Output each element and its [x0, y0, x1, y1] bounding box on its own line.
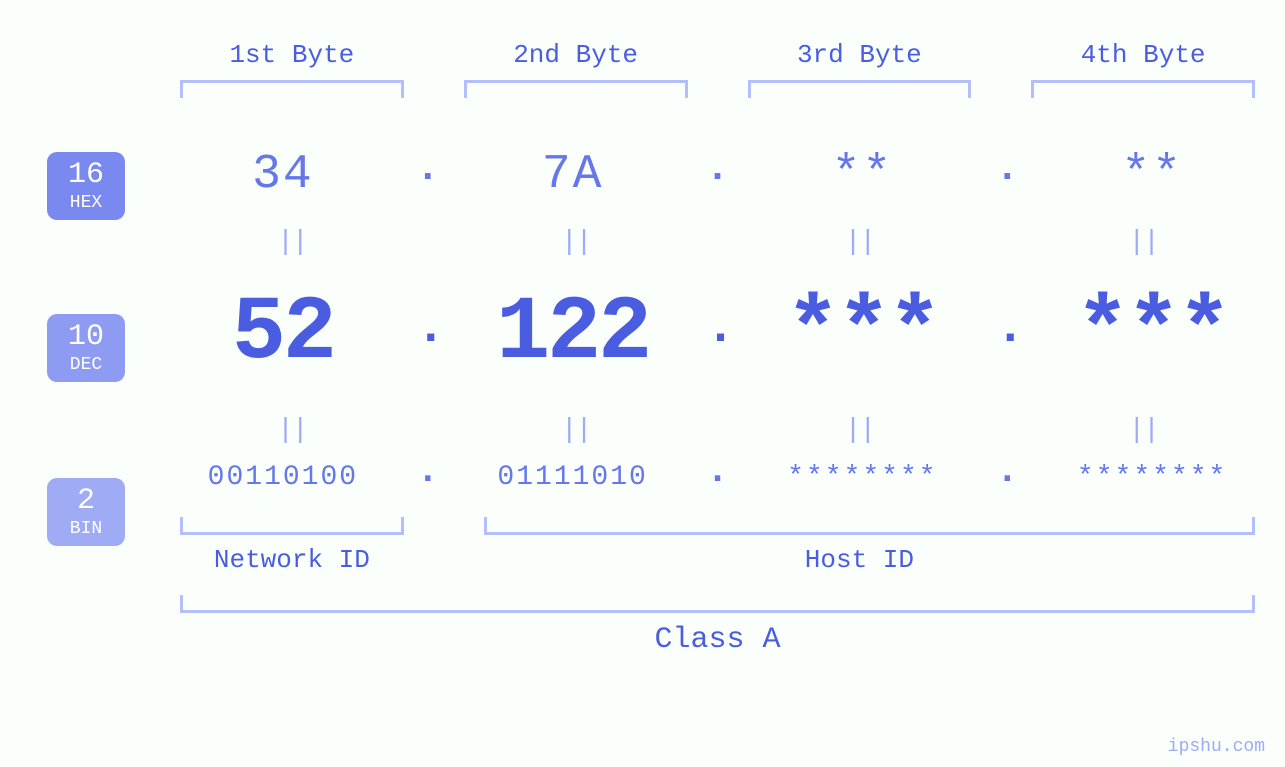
- dot-separator: .: [995, 450, 1019, 493]
- dec-byte-2: 122: [496, 283, 649, 385]
- dec-byte-3: ***: [786, 283, 939, 385]
- dot-separator: .: [416, 147, 440, 192]
- hex-byte-1: 34: [252, 148, 314, 202]
- hex-row: 34 . 7A . ** . **: [150, 148, 1285, 202]
- equals-icon: ||: [1001, 415, 1285, 446]
- bin-row: 00110100 . 01111010 . ******** . *******…: [150, 456, 1285, 499]
- hex-byte-4: **: [1121, 148, 1183, 202]
- host-id-label: Host ID: [434, 545, 1285, 575]
- equality-row-2: || || || ||: [150, 415, 1285, 446]
- equals-icon: ||: [150, 415, 434, 446]
- bracket-icon: [1031, 80, 1255, 98]
- bracket-icon: [748, 80, 972, 98]
- hex-badge-label: HEX: [70, 194, 102, 212]
- dec-badge-num: 10: [68, 322, 104, 352]
- byte-header-1: 1st Byte: [150, 40, 434, 70]
- dot-separator: .: [995, 147, 1019, 192]
- dec-byte-4: ***: [1076, 283, 1229, 385]
- ip-class-label: Class A: [150, 623, 1285, 657]
- bin-badge-num: 2: [77, 486, 95, 516]
- bin-badge-label: BIN: [70, 520, 102, 538]
- equals-icon: ||: [1001, 227, 1285, 258]
- bin-byte-4: ********: [1077, 462, 1227, 493]
- hex-byte-2: 7A: [542, 148, 604, 202]
- bin-byte-2: 01111010: [497, 462, 647, 493]
- dot-separator: .: [706, 450, 730, 493]
- equals-icon: ||: [718, 227, 1002, 258]
- dec-row: 52 . 122 . *** . ***: [150, 283, 1285, 385]
- dot-separator: .: [995, 300, 1019, 357]
- dec-badge: 10 DEC: [47, 314, 125, 382]
- bin-byte-3: ********: [787, 462, 937, 493]
- byte-header-row: 1st Byte 2nd Byte 3rd Byte 4th Byte: [150, 40, 1285, 70]
- watermark: ipshu.com: [1168, 737, 1265, 757]
- ip-breakdown-diagram: 1st Byte 2nd Byte 3rd Byte 4th Byte 34 .…: [150, 0, 1285, 767]
- byte-header-4: 4th Byte: [1001, 40, 1285, 70]
- bracket-icon: [484, 517, 1255, 535]
- dot-separator: .: [706, 147, 730, 192]
- hex-byte-3: **: [832, 148, 894, 202]
- dec-byte-1: 52: [232, 283, 334, 385]
- dot-separator: .: [706, 300, 730, 357]
- dot-separator: .: [416, 300, 440, 357]
- bracket-icon: [464, 80, 688, 98]
- equals-icon: ||: [434, 415, 718, 446]
- hex-badge: 16 HEX: [47, 152, 125, 220]
- dot-separator: .: [416, 450, 440, 493]
- byte-top-brackets: [150, 70, 1285, 98]
- equality-row-1: || || || ||: [150, 227, 1285, 258]
- equals-icon: ||: [150, 227, 434, 258]
- equals-icon: ||: [434, 227, 718, 258]
- network-id-label: Network ID: [150, 545, 434, 575]
- bin-badge: 2 BIN: [47, 478, 125, 546]
- dec-badge-label: DEC: [70, 356, 102, 374]
- byte-header-3: 3rd Byte: [718, 40, 1002, 70]
- network-host-section: Network ID Host ID Class A: [150, 517, 1285, 657]
- bin-byte-1: 00110100: [208, 462, 358, 493]
- format-badges-column: 16 HEX 10 DEC 2 BIN: [0, 0, 150, 767]
- bracket-icon: [180, 80, 404, 98]
- byte-header-2: 2nd Byte: [434, 40, 718, 70]
- bracket-icon: [180, 595, 1255, 613]
- equals-icon: ||: [718, 415, 1002, 446]
- bracket-icon: [180, 517, 404, 535]
- hex-badge-num: 16: [68, 160, 104, 190]
